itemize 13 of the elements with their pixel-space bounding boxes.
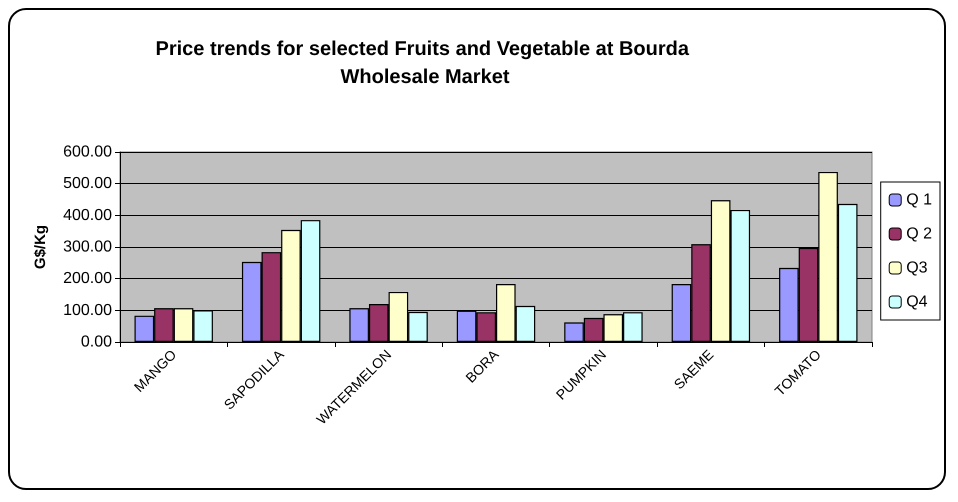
- legend-label: Q 1: [906, 192, 932, 208]
- legend-label: Q 2: [906, 226, 932, 242]
- y-tick-label: 0.00: [80, 334, 112, 350]
- chart-title: Price trends for selected Fruits and Vegetable at Bourda Wholesale Market: [155, 38, 695, 88]
- legend-label: Q3: [906, 260, 928, 276]
- y-tick-label: 100.00: [63, 302, 112, 319]
- y-tick-label: 500.00: [63, 175, 112, 192]
- legend-label: Q4: [906, 294, 928, 310]
- y-tick-label: 300.00: [63, 238, 112, 256]
- y-axis-title: G$/Kg: [32, 224, 49, 270]
- y-tick-label: 400.00: [63, 206, 112, 224]
- y-tick-label: 200.00: [63, 270, 112, 288]
- y-tick-label: 600.00: [63, 144, 112, 160]
